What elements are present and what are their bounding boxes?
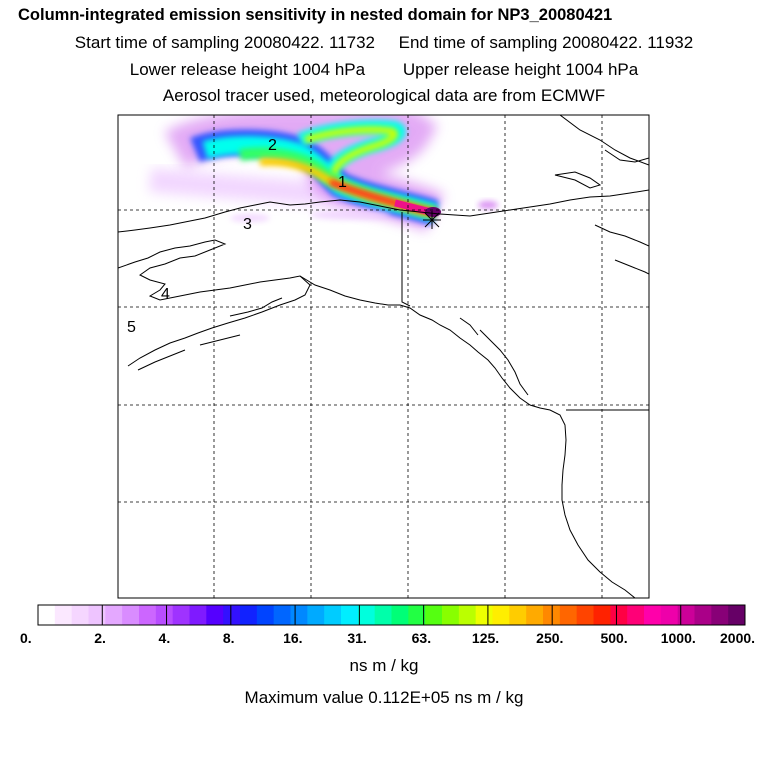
colorbar-swatch	[728, 605, 746, 625]
colorbar-tick-label: 0.	[20, 630, 32, 646]
colorbar-swatch	[677, 605, 695, 625]
colorbar-swatch	[256, 605, 275, 625]
plume-age-labels: 2 1 3 4 5	[127, 137, 347, 336]
colorbar-swatch	[458, 605, 477, 625]
colorbar-swatch	[172, 605, 190, 625]
colorbar-swatch	[644, 605, 662, 625]
political-borders	[401, 212, 649, 411]
start-time-text: Start time of sampling 20080422. 11732	[74, 33, 376, 52]
colorbar-swatch	[559, 605, 578, 625]
emission-sensitivity-plume	[148, 115, 498, 232]
colorbar-swatch	[290, 605, 308, 625]
asterisk-icon	[423, 211, 441, 229]
colorbar-swatch	[324, 605, 342, 625]
age-label-1-day: 2	[268, 137, 277, 154]
colorbar-swatch	[391, 605, 409, 625]
colorbar-tick-label: 125.	[471, 630, 500, 646]
colorbar-tick-label: 4.	[158, 630, 171, 646]
maximum-value-text: Maximum value 0.112E+05 ns m / kg	[244, 688, 524, 707]
colorbar-swatch	[38, 605, 56, 625]
colorbar-swatch	[408, 605, 426, 625]
colorbar-tick-label: 16.	[283, 630, 303, 646]
colorbar-swatch	[627, 605, 645, 625]
end-time-text: End time of sampling 20080422. 11932	[398, 33, 694, 52]
latlon-grid	[118, 115, 649, 598]
colorbar-unit: ns m / kg	[349, 656, 419, 675]
colorbar-swatch	[240, 605, 258, 625]
aerosol-info: Aerosol tracer used, meteorological data…	[162, 86, 606, 105]
colorbar-swatch	[526, 605, 544, 625]
colorbar-frame	[37, 604, 746, 626]
colorbar-swatch	[660, 605, 679, 625]
age-label-2-day: 1	[338, 174, 347, 191]
map-panel: 2 1 3 4 5	[118, 115, 649, 598]
colorbar-swatch	[155, 605, 174, 625]
colorbar-swatch	[105, 605, 123, 625]
colorbar-swatch	[54, 605, 73, 625]
colorbar-swatch	[442, 605, 460, 625]
colorbar-tick-label: 500.	[600, 630, 628, 646]
colorbar-swatch	[711, 605, 729, 625]
colorbar-swatch	[71, 605, 89, 625]
colorbar-swatch	[610, 605, 628, 625]
colorbar-swatch	[307, 605, 325, 625]
colorbar-tick-label: 250.	[536, 630, 564, 646]
colorbar-swatch	[694, 605, 712, 625]
colorbar-swatch	[273, 605, 291, 625]
colorbar-swatch	[475, 605, 493, 625]
colorbar-tick-label: 1000.	[660, 630, 696, 646]
sampling-time-line: Start time of sampling 20080422. 11732 E…	[0, 33, 768, 53]
colorbar-swatch	[593, 605, 611, 625]
age-label-3-day: 3	[243, 216, 252, 233]
colorbar-swatch	[425, 605, 443, 625]
colorbar	[37, 604, 746, 626]
colorbar-swatch	[576, 605, 594, 625]
lower-height-text: Lower release height 1004 hPa	[129, 60, 366, 79]
colorbar-tick-label: 2000.	[720, 630, 756, 646]
map-frame	[117, 114, 650, 599]
colorbar-tick-label: 63.	[411, 630, 432, 646]
colorbar-swatch	[122, 605, 140, 625]
colorbar-swatch	[357, 605, 376, 625]
colorbar-swatch	[492, 605, 510, 625]
colorbar-tick-label: 2.	[94, 630, 106, 646]
colorbar-tick-label: 8.	[222, 630, 235, 646]
age-label-4-day: 4	[161, 286, 170, 303]
colorbar-swatch	[543, 605, 561, 625]
colorbar-swatch	[223, 605, 241, 625]
colorbar-swatch	[374, 605, 392, 625]
coastlines	[118, 115, 649, 598]
colorbar-swatch	[189, 605, 207, 625]
age-label-5-day: 5	[127, 319, 136, 336]
upper-height-text: Upper release height 1004 hPa	[402, 60, 639, 79]
colorbar-swatch	[341, 605, 359, 625]
map-title: Column-integrated emission sensitivity i…	[18, 6, 613, 24]
colorbar-swatch	[139, 605, 157, 625]
release-height-line: Lower release height 1004 hPa Upper rele…	[0, 60, 768, 80]
colorbar-swatch	[88, 605, 106, 625]
colorbar-tick-label: 31.	[347, 630, 367, 646]
colorbar-swatch	[509, 605, 527, 625]
colorbar-swatch	[206, 605, 224, 625]
